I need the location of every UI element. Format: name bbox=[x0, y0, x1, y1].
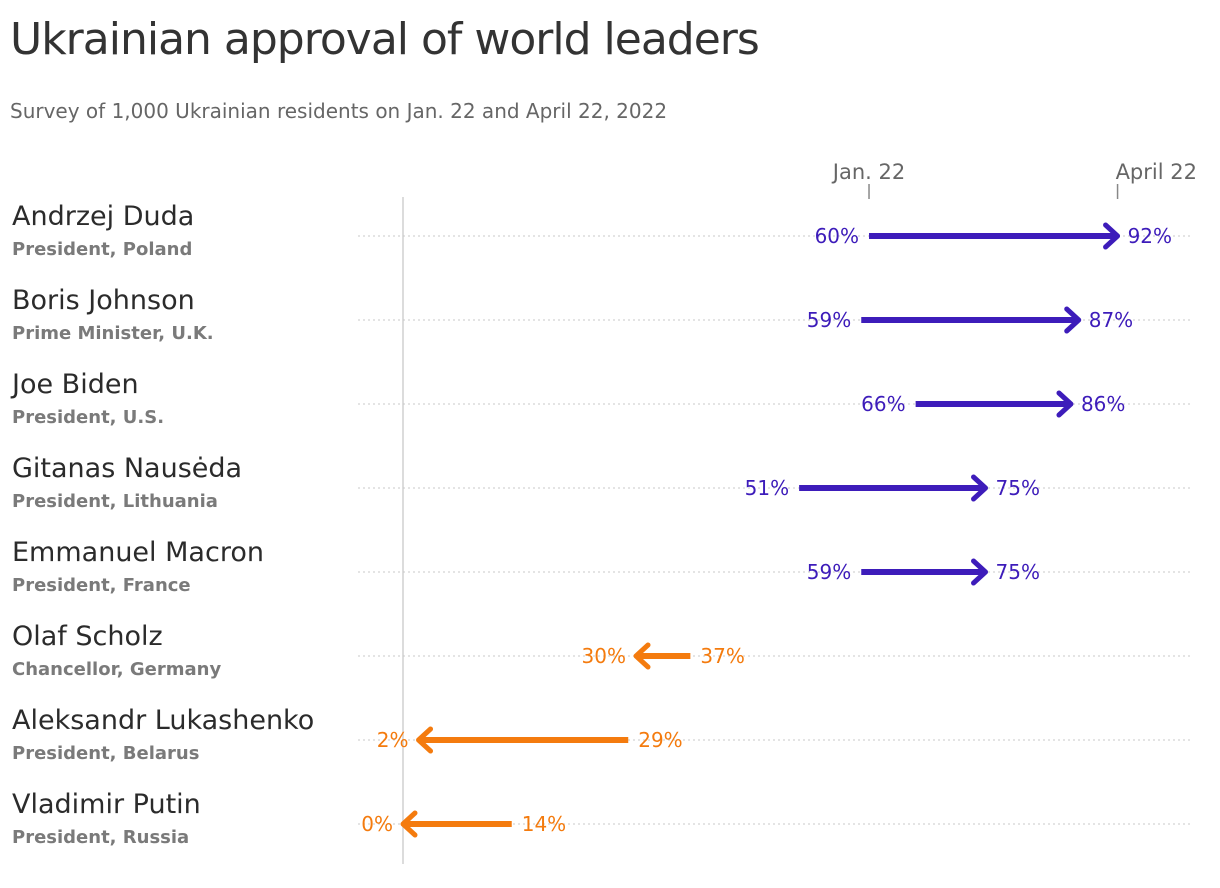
leader-name: Gitanas Nausėda bbox=[12, 453, 242, 484]
end-value-label: 75% bbox=[996, 560, 1040, 584]
arrow-head bbox=[416, 726, 434, 754]
leader-role: President, Poland bbox=[12, 239, 192, 260]
leader-name: Aleksandr Lukashenko bbox=[12, 705, 314, 736]
leader-role: President, Lithuania bbox=[12, 491, 218, 512]
end-value-label: 2% bbox=[377, 728, 409, 752]
arrow-head bbox=[400, 810, 418, 838]
start-value-label: 51% bbox=[745, 476, 789, 500]
leader-role: Prime Minister, U.K. bbox=[12, 323, 214, 344]
start-value-label: 29% bbox=[638, 728, 682, 752]
leader-name: Olaf Scholz bbox=[12, 621, 163, 652]
arrow-head bbox=[1064, 306, 1082, 334]
arrow-head bbox=[1103, 222, 1121, 250]
leader-role: President, U.S. bbox=[12, 407, 164, 428]
start-value-label: 59% bbox=[807, 560, 851, 584]
end-value-label: 86% bbox=[1081, 392, 1125, 416]
start-value-label: 14% bbox=[522, 812, 566, 836]
leader-name: Andrzej Duda bbox=[12, 201, 194, 232]
leader-name: Vladimir Putin bbox=[12, 789, 201, 820]
start-value-label: 60% bbox=[815, 224, 859, 248]
leader-name: Boris Johnson bbox=[12, 285, 195, 316]
column-header-april: April 22 bbox=[1116, 160, 1197, 184]
start-value-label: 66% bbox=[861, 392, 905, 416]
end-value-label: 30% bbox=[582, 644, 626, 668]
chart-title: Ukrainian approval of world leaders bbox=[10, 14, 760, 65]
leader-role: President, Belarus bbox=[12, 743, 199, 764]
end-value-label: 87% bbox=[1089, 308, 1133, 332]
arrow-head bbox=[971, 558, 989, 586]
arrow-head bbox=[633, 642, 651, 670]
end-value-label: 0% bbox=[361, 812, 393, 836]
arrow-head bbox=[1056, 390, 1074, 418]
column-header-jan: Jan. 22 bbox=[831, 160, 905, 184]
leader-role: President, Russia bbox=[12, 827, 189, 848]
start-value-label: 59% bbox=[807, 308, 851, 332]
leader-name: Joe Biden bbox=[10, 369, 139, 400]
leader-role: Chancellor, Germany bbox=[12, 659, 221, 680]
leader-role: President, France bbox=[12, 575, 191, 596]
start-value-label: 37% bbox=[700, 644, 744, 668]
arrow-head bbox=[971, 474, 989, 502]
leader-name: Emmanuel Macron bbox=[12, 537, 264, 568]
end-value-label: 92% bbox=[1128, 224, 1172, 248]
end-value-label: 75% bbox=[996, 476, 1040, 500]
chart-subtitle: Survey of 1,000 Ukrainian residents on J… bbox=[10, 99, 668, 123]
